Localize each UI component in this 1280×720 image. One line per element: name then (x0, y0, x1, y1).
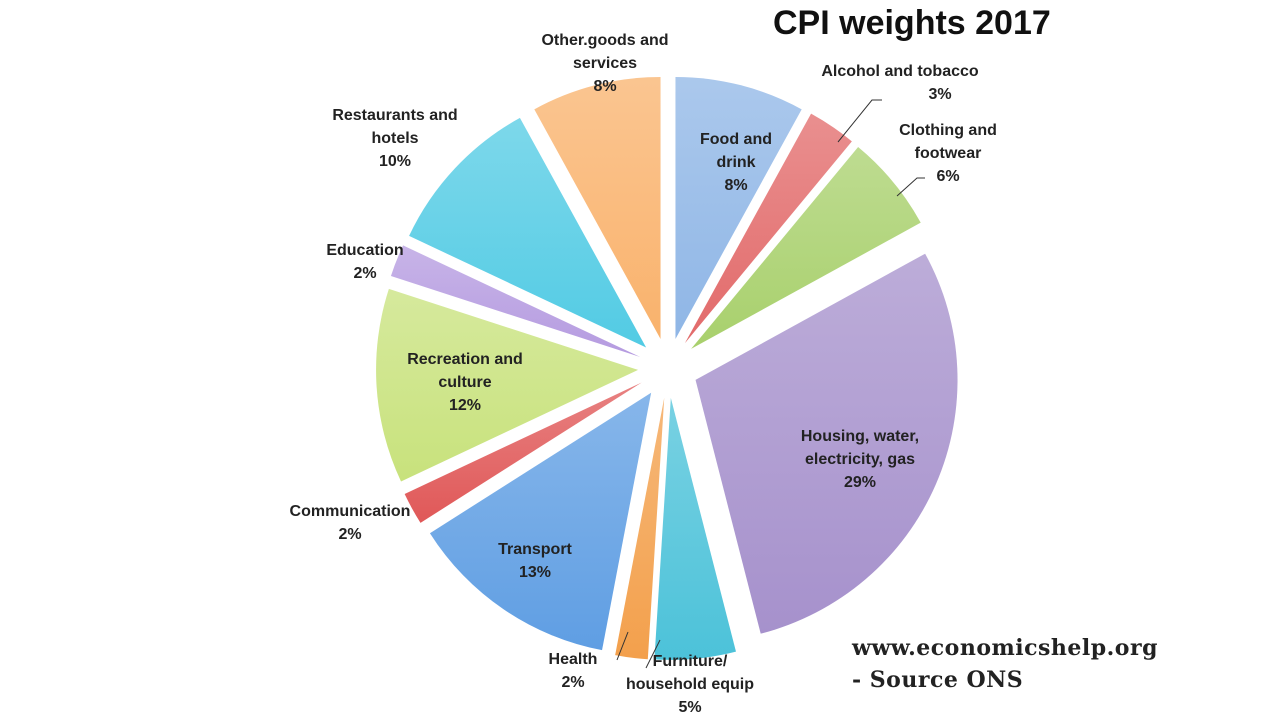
pie-slice-health (615, 397, 665, 660)
source-note: www.economicshelp.org - Source ONS (852, 635, 1158, 693)
pie-slice-housing-water-electricity-gas (695, 253, 958, 634)
label-food-and-drink: Food and drink 8% (700, 131, 772, 194)
pie-slice-transport (429, 392, 652, 651)
label-education: Education 2% (326, 242, 404, 282)
pie-slice-alcohol-and-tobacco (684, 113, 852, 344)
label-transport: Transport 13% (498, 541, 572, 581)
pie-slice-recreation-and-culture (376, 288, 639, 482)
label-other-goods: Other.goods and services 8% (541, 32, 669, 95)
chart-title: CPI weights 2017 (773, 4, 1051, 42)
leader-line-1 (896, 177, 925, 197)
label-health: Health 2% (548, 651, 598, 691)
leader-line-3 (645, 639, 661, 669)
label-recreation: Recreation and culture 12% (407, 351, 523, 414)
label-restaurants: Restaurants and hotels 10% (332, 107, 458, 170)
pie-slice-furniture-household-equip (654, 397, 736, 660)
label-communication: Communication 2% (289, 503, 411, 543)
label-housing: Housing, water, electricity, gas 29% (800, 428, 920, 491)
label-clothing-and-footwear: Clothing and footwear 6% (899, 122, 997, 185)
pie-slice-other-goods-and-services (534, 76, 661, 339)
leader-line-2 (616, 631, 629, 661)
pie-slice-restaurants-and-hotels (409, 117, 647, 348)
label-alcohol-and-tobacco: Alcohol and tobacco 3% (821, 63, 979, 103)
pie-slice-communication (404, 382, 642, 523)
pie-slice-education (390, 245, 641, 357)
label-furniture: Furniture/ household equip 5% (626, 653, 754, 716)
pie-slice-food-and-drink (675, 76, 802, 339)
leader-line-0 (837, 99, 882, 143)
pie-slice-clothing-and-footwear (691, 147, 921, 349)
